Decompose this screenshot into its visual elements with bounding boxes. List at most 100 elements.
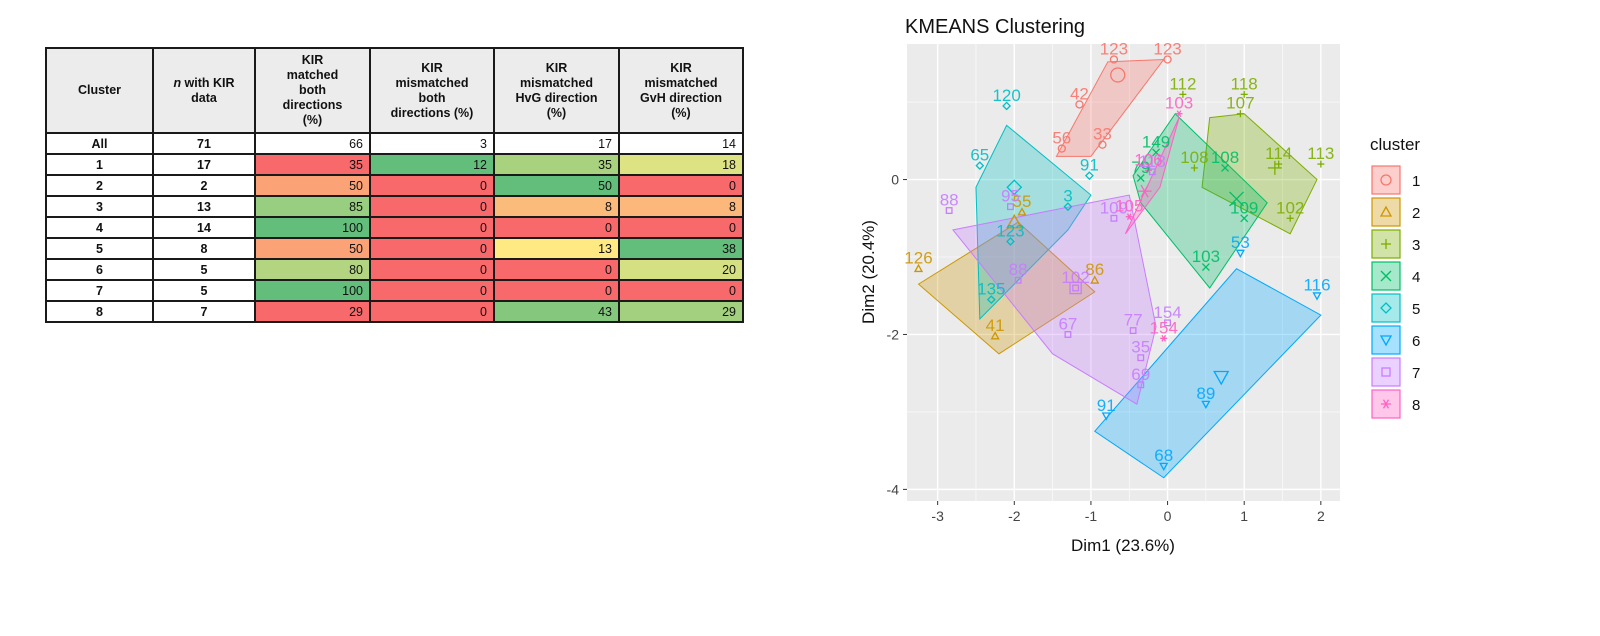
point-marker — [975, 161, 985, 171]
cluster-hull-7 — [952, 194, 1157, 405]
kir-table: Cluster n with KIR data KIR matched both direc… — [45, 47, 744, 323]
table-cell: 50 — [493, 174, 620, 197]
legend-item-8: 8 — [1371, 389, 1420, 419]
point-marker — [1221, 163, 1230, 172]
point-marker — [1235, 249, 1245, 258]
table-body: All 71 66 3 17 14 1 17 35 12 35 18 2 2 50 0 50 0 3 13 85 0 8 8 4… — [45, 132, 744, 323]
marker-shape — [1002, 101, 1012, 111]
marker-shape — [1006, 237, 1015, 246]
point-marker — [1007, 203, 1014, 211]
point-label: 53 — [1231, 233, 1250, 252]
legend-label: 1 — [1412, 173, 1420, 190]
point-marker — [1160, 334, 1168, 342]
table-cell: 13 — [493, 237, 620, 260]
point-label: 107 — [1226, 94, 1254, 113]
legend-key — [1371, 293, 1401, 323]
legend-item-3: 3 — [1371, 229, 1420, 259]
point-label: 106 — [1134, 150, 1162, 169]
marker-shape — [1159, 462, 1169, 471]
table-cell: 0 — [618, 174, 744, 197]
cluster-hull-8 — [1124, 117, 1180, 235]
table-cell: 7 — [152, 300, 256, 323]
point-marker — [1129, 327, 1137, 335]
marker-shape — [1221, 163, 1230, 172]
marker-shape — [1101, 412, 1111, 421]
marker-shape — [1176, 110, 1182, 118]
point-marker — [1090, 275, 1100, 284]
table-cell: 4 — [45, 216, 154, 239]
point-label: 42 — [1070, 84, 1089, 103]
point-marker — [1084, 171, 1094, 181]
point-label: 41 — [986, 316, 1005, 335]
point-label: 77 — [1124, 311, 1143, 330]
point-marker — [1006, 237, 1015, 246]
legend-item-6: 6 — [1371, 325, 1420, 355]
header-text: data — [191, 90, 217, 105]
point-label: 91 — [1080, 156, 1099, 175]
point-marker — [986, 295, 996, 305]
point-marker — [945, 207, 953, 214]
table-header-row: Cluster n with KIR data KIR matched both direc… — [45, 47, 744, 134]
point-label: 135 — [977, 280, 1005, 299]
table-cell: 100 — [254, 216, 371, 239]
point-marker — [1144, 166, 1152, 174]
x-tick-label: 1 — [1240, 508, 1248, 524]
table-cell: 13 — [152, 195, 256, 218]
header-text: (%) — [546, 105, 567, 120]
point-label: 149 — [1142, 132, 1170, 151]
point-label: 68 — [1154, 446, 1173, 465]
point-label: 113 — [1307, 144, 1334, 163]
table-row: 8 7 29 0 43 29 — [45, 300, 744, 323]
table-cell: 43 — [493, 300, 620, 323]
header-text: KIR — [545, 60, 568, 75]
point-label: 56 — [1052, 129, 1071, 148]
point-marker — [1379, 335, 1393, 347]
marker-shape — [1163, 55, 1172, 64]
table-cell: 14 — [152, 216, 256, 239]
point-marker — [1017, 207, 1027, 216]
legend-title: cluster — [1370, 135, 1420, 154]
marker-shape — [1161, 334, 1167, 342]
header-text: GvH direction — [640, 90, 722, 105]
marker-shape — [1164, 319, 1172, 327]
point-label: 103 — [1192, 247, 1220, 266]
legend-label: 3 — [1412, 237, 1420, 254]
header-text: (%) — [302, 113, 323, 127]
point-marker — [1072, 284, 1080, 292]
table-row: All 71 66 3 17 14 — [45, 132, 744, 155]
legend-label: 7 — [1412, 365, 1420, 382]
marker-shape — [1006, 179, 1023, 196]
table-cell: 3 — [369, 132, 495, 155]
column-header-1: n with KIR data — [152, 47, 256, 134]
point-label: 95 — [1001, 187, 1020, 206]
column-header-3: KIR mismatched both directions (%) — [369, 47, 495, 134]
table-cell: 2 — [45, 174, 154, 197]
point-label: 126 — [904, 249, 932, 268]
table-cell: 17 — [493, 132, 620, 155]
table-cell: 6 — [45, 258, 154, 281]
point-marker — [1381, 239, 1391, 249]
table-cell: 8 — [618, 195, 744, 218]
table-cell: 1 — [45, 153, 154, 176]
table-row: 6 5 80 0 0 20 — [45, 258, 744, 281]
marker-shape — [1006, 213, 1023, 229]
table-cell: 29 — [254, 300, 371, 323]
table-cell: 29 — [618, 300, 744, 323]
marker-shape — [1235, 249, 1245, 258]
table-cell: 14 — [618, 132, 744, 155]
point-marker — [1057, 144, 1066, 153]
point-marker — [1137, 381, 1145, 389]
point-marker — [1006, 179, 1023, 196]
point-label: 55 — [1012, 192, 1031, 211]
marker-shape — [1380, 302, 1392, 314]
point-marker — [1267, 160, 1282, 175]
point-marker — [1110, 67, 1126, 83]
point-marker — [1109, 55, 1119, 64]
point-marker — [1164, 319, 1172, 327]
point-marker — [1380, 270, 1392, 282]
cluster-hull-4 — [1132, 112, 1268, 289]
marker-shape — [1137, 354, 1145, 362]
point-marker — [1075, 100, 1084, 109]
point-marker — [1240, 90, 1248, 98]
